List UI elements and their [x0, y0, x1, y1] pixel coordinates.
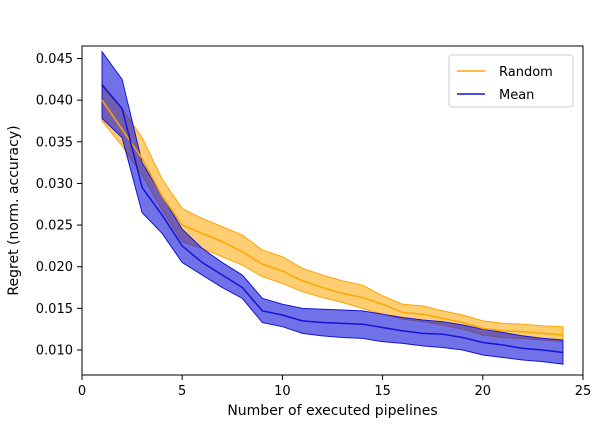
x-tick-label: 0: [78, 384, 86, 399]
x-axis-ticks: 0 5 10 15 20 25: [78, 375, 591, 399]
x-tick-label: 25: [575, 384, 592, 399]
y-tick-label: 0.045: [36, 52, 73, 67]
x-tick-label: 20: [475, 384, 492, 399]
y-tick-label: 0.020: [36, 260, 73, 275]
legend: Random Mean: [448, 54, 574, 108]
x-tick-label: 5: [178, 384, 186, 399]
legend-label-random: Random: [499, 65, 553, 80]
legend-label-mean: Mean: [499, 88, 534, 103]
x-tick-label: 15: [374, 384, 391, 399]
y-tick-label: 0.040: [36, 94, 73, 109]
y-tick-label: 0.030: [36, 177, 73, 192]
x-axis-label: Number of executed pipelines: [227, 403, 437, 419]
x-tick-label: 10: [274, 384, 291, 399]
y-axis-label: Regret (norm. accuracy): [6, 125, 22, 295]
line-random: [101, 99, 564, 336]
y-tick-label: 0.025: [36, 219, 73, 234]
y-axis-ticks: 0.010 0.015 0.020 0.025 0.030 0.035 0.040 0.045: [36, 52, 82, 359]
line-mean: [101, 84, 564, 354]
plot-frame: [81, 45, 584, 376]
series-lines: [101, 84, 564, 354]
y-tick-label: 0.015: [36, 302, 73, 317]
band-mean: [101, 50, 564, 365]
y-tick-label: 0.010: [36, 344, 73, 359]
y-tick-label: 0.035: [36, 135, 73, 150]
